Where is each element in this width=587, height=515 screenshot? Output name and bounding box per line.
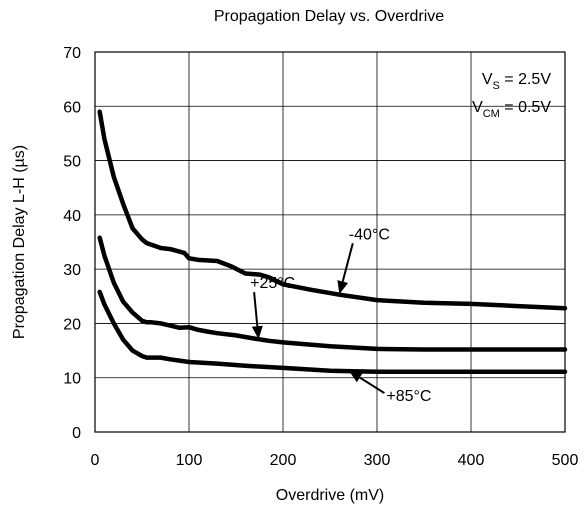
x-axis-label: Overdrive (mV): [276, 487, 384, 504]
x-tick-label: 0: [91, 452, 100, 469]
annotation-arrow-shaft: [341, 243, 354, 282]
grid: [95, 52, 565, 432]
annotation-arrow-shaft: [359, 376, 385, 394]
annotation-label: -40°C: [349, 226, 390, 243]
y-tick-label: 50: [63, 154, 81, 171]
series-line-plus-85c: [97, 289, 568, 374]
x-tick-label: 500: [552, 452, 579, 469]
condition-text: VS = 2.5V: [482, 71, 551, 92]
series-line-minus-40c: [97, 109, 568, 311]
y-tick-label: 10: [63, 371, 81, 388]
y-tick-label: 70: [63, 45, 81, 62]
y-axis-label: Propagation Delay L-H (µs): [11, 145, 28, 339]
chart-title: Propagation Delay vs. Overdrive: [214, 8, 444, 25]
annotation-minus-40c: -40°C: [337, 226, 390, 295]
y-tick-label: 20: [63, 316, 81, 333]
annotation-arrow-head: [251, 325, 263, 340]
annotation-arrow-head: [337, 280, 349, 295]
plot-frame: [94, 51, 566, 433]
annotation-label: +25°C: [250, 275, 295, 292]
annotation-plus-25c: +25°C: [250, 275, 295, 340]
annotation-plus-85c: +85°C: [348, 370, 431, 405]
annotation-arrow-head: [348, 370, 363, 383]
annotation-arrow-shaft: [253, 292, 259, 327]
x-tick-label: 400: [458, 452, 485, 469]
annotation-group: -40°C +25°C +85°C: [250, 226, 431, 405]
x-tick-label: 200: [270, 452, 297, 469]
y-tick-label: 0: [72, 425, 81, 442]
annotation-label: +85°C: [386, 388, 431, 405]
conditions-box: VS = 2.5V VCM = 0.5V: [472, 71, 551, 120]
axis-ticks: 0 100 200 300 400 500 0 10 20 30 40 50 60 70: [63, 45, 578, 469]
condition-text: VCM = 0.5V: [472, 99, 551, 120]
x-tick-label: 300: [364, 452, 391, 469]
y-tick-label: 40: [63, 208, 81, 225]
x-tick-label: 100: [176, 452, 203, 469]
series-line-plus-25c: [97, 235, 568, 352]
y-tick-label: 30: [63, 262, 81, 279]
series-group: [97, 109, 568, 374]
y-tick-label: 60: [63, 99, 81, 116]
